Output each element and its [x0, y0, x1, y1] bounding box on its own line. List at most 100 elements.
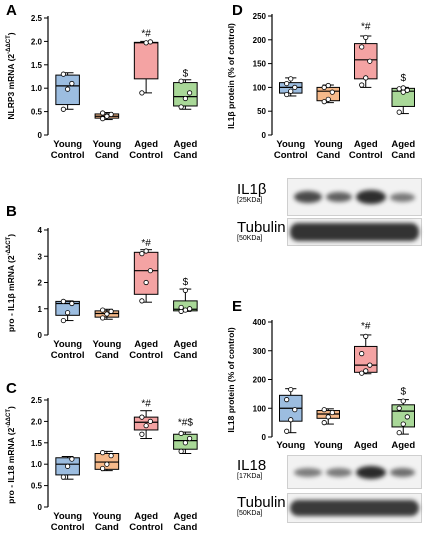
blot-band [390, 193, 415, 202]
data-point [292, 407, 298, 413]
data-point [60, 71, 66, 77]
data-point [325, 82, 331, 89]
box-body [391, 404, 415, 428]
box-aged-control [354, 333, 378, 376]
data-point [143, 279, 149, 286]
y-tick-label: 0 [262, 131, 267, 140]
significance-marker: *# [361, 21, 371, 32]
blot-d-bottom-name: Tubulin [237, 219, 286, 236]
y-tick-label: 1.0 [31, 460, 43, 469]
y-tick-label: 100 [253, 83, 267, 92]
data-point [178, 448, 184, 454]
data-point [182, 440, 188, 446]
blot-e-top-label: IL18 [17KDa] [237, 458, 266, 481]
data-point [321, 84, 327, 91]
data-point [178, 104, 184, 110]
panel-label-c: C [6, 380, 17, 397]
data-point [147, 418, 153, 425]
data-point [321, 99, 327, 105]
data-point [284, 80, 290, 87]
y-tick-label: 1.5 [31, 439, 43, 448]
box-young-cand [316, 82, 340, 105]
data-point [147, 268, 153, 274]
box-aged-cand [391, 398, 415, 436]
box-body [133, 251, 159, 295]
y-tick-label: 0 [38, 331, 43, 340]
y-axis-title: pro - IL18 mRNA (2-ΔΔCT) [6, 406, 16, 504]
y-tick-label: 2.5 [31, 396, 43, 405]
significance-marker: $ [400, 73, 406, 84]
data-point [329, 409, 335, 416]
box-body [173, 82, 198, 107]
data-point [396, 430, 402, 436]
chart-c: 0 0.5 1.0 1.5 2.0 2.5 pro - IL18 mRNA (2-ΔΔCT)… [6, 396, 198, 533]
data-point [404, 414, 410, 420]
data-point [104, 311, 110, 317]
y-tick-label: 0.5 [31, 482, 43, 491]
y-tick-label: 200 [253, 36, 267, 45]
data-point [325, 414, 331, 420]
data-point [284, 397, 290, 403]
blot-d-top-kda: [25KDa] [237, 197, 263, 204]
box-aged-control [133, 410, 159, 440]
data-point [60, 106, 66, 112]
data-point [321, 407, 327, 413]
data-point [284, 91, 290, 98]
data-point [400, 421, 406, 427]
data-point [65, 463, 71, 469]
data-point [69, 80, 75, 87]
box-young-control [55, 71, 80, 112]
data-point [178, 430, 184, 436]
box-aged-cand [173, 287, 198, 314]
panel-label-e: E [232, 298, 243, 315]
significance-marker: *# [141, 29, 151, 40]
y-tick-label: 200 [253, 376, 267, 385]
data-point [396, 405, 402, 411]
data-point [104, 113, 110, 119]
y-tick-label: 4 [38, 226, 43, 235]
significance-marker: $ [183, 69, 189, 80]
y-tick-label: 1.0 [31, 84, 43, 93]
data-point [139, 251, 145, 257]
box-body [133, 41, 159, 80]
data-point [139, 414, 145, 420]
data-point [367, 362, 373, 368]
data-point [359, 82, 365, 88]
y-tick-label: 1.5 [31, 61, 43, 70]
data-point [108, 453, 114, 459]
data-point [100, 116, 106, 122]
box-young-control [279, 386, 303, 434]
y-axis-title: NLRP3 mRNA (2-ΔΔCT) [6, 32, 16, 119]
data-point [187, 435, 193, 442]
box-aged-cand [391, 85, 415, 115]
data-point [139, 90, 145, 96]
data-point [321, 420, 327, 426]
blot-d-top-label: IL1β [25KDa] [237, 182, 266, 205]
chart-d: 0 50 100 150 200 250 IL1β protein (% of contro… [226, 12, 415, 161]
data-point [100, 315, 106, 321]
data-point [69, 456, 75, 462]
box-aged-cand [173, 430, 198, 454]
panel-label-a: A [6, 2, 17, 19]
box-young-control [55, 298, 80, 324]
box-aged-cand [173, 78, 198, 110]
data-point [65, 310, 71, 316]
y-axis-title: IL18 protein (% of control) [226, 327, 236, 432]
data-point [182, 307, 188, 313]
data-point [143, 248, 149, 254]
box-young-control [55, 455, 80, 480]
data-point [178, 78, 184, 84]
blot-d-top-name: IL1β [237, 181, 267, 198]
box-young-cand [94, 307, 120, 321]
